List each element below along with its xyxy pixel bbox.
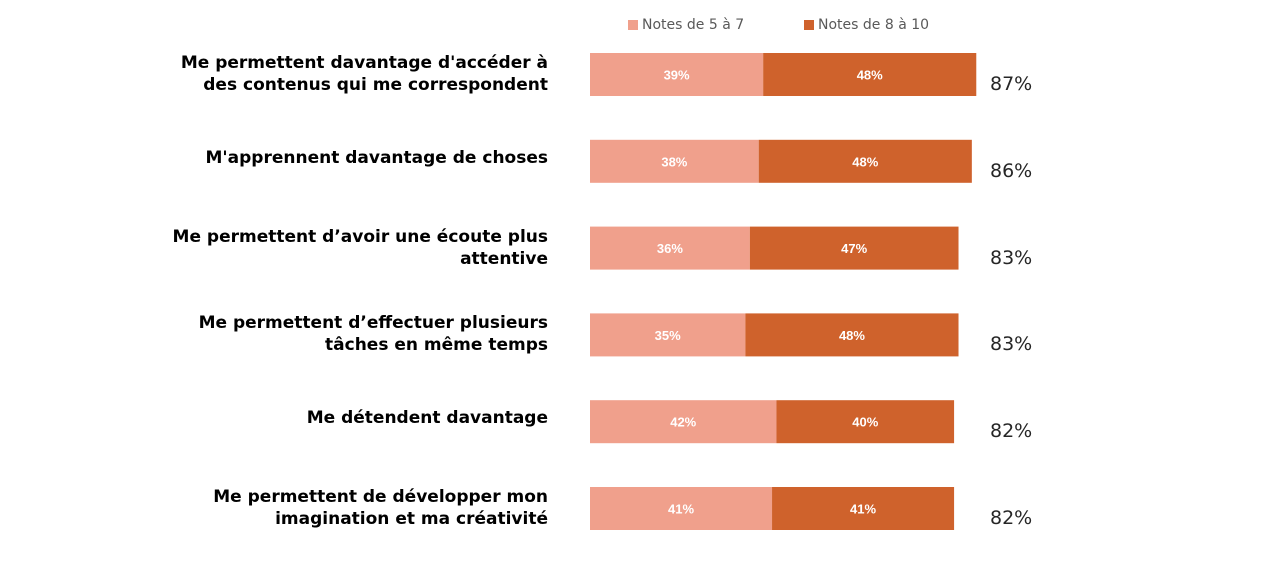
legend-label-notes-8-10: Notes de 8 à 10 (818, 17, 930, 33)
total-label: 83% (990, 246, 1033, 269)
total-label: 82% (990, 507, 1033, 529)
category-label-line: Me permettent de développer mon (213, 487, 548, 507)
bar-segment-notes-5-7 (590, 139, 759, 183)
bar-data-label: 47% (841, 241, 867, 256)
category-label: M'apprennent davantage de choses (148, 147, 548, 169)
category-label: Me détendent davantage (148, 407, 548, 429)
total-label: 87% (990, 73, 1033, 95)
legend-item-notes-5-7: Notes de 5 à 7 (628, 17, 804, 33)
bar-segment-notes-8-10 (772, 487, 955, 530)
bar-data-label: 39% (664, 68, 690, 83)
category-label-line: imagination et ma créativité (275, 509, 548, 529)
legend-item-notes-8-10: Notes de 8 à 10 (804, 17, 980, 33)
category-label: Me permettent davantage d'accéder à des c… (148, 52, 548, 96)
bar-segment-notes-8-10 (763, 53, 977, 96)
total-label: 82% (990, 420, 1033, 443)
bar-data-label: 35% (655, 328, 681, 343)
category-label-line: M'apprennent davantage de choses (205, 147, 548, 168)
bar-data-label: 41% (668, 502, 694, 517)
category-label-line: attentive (460, 248, 548, 269)
category-label-line: Me permettent davantage d'accéder à (180, 53, 548, 73)
category-label: Me permettent d’effectuer plusieurs tâche… (148, 312, 548, 356)
bar-segment-notes-8-10 (758, 139, 972, 183)
category-label-line: Me détendent davantage (306, 408, 548, 429)
bar-segment-notes-5-7 (590, 487, 773, 530)
chart-legend: Notes de 5 à 7 Notes de 8 à 10 (628, 17, 980, 33)
bar-segment-notes-5-7 (590, 313, 746, 357)
category-label-line: tâches en même temps (325, 335, 548, 356)
bar-segment-notes-5-7 (590, 226, 750, 270)
category-label-line: des contenus qui me correspondent (203, 75, 548, 95)
legend-label-notes-5-7: Notes de 5 à 7 (642, 17, 745, 33)
category-label: Me permettent de développer mon imaginati… (148, 486, 548, 530)
bar-segment-notes-5-7 (590, 53, 764, 96)
bar-segment-notes-5-7 (590, 400, 777, 444)
bar-segment-notes-8-10 (745, 313, 959, 357)
bar-data-label: 38% (661, 154, 687, 169)
bar-data-label: 48% (852, 154, 878, 169)
total-label: 86% (990, 159, 1033, 182)
legend-swatch-notes-8-10 (804, 20, 814, 30)
bar-segment-notes-8-10 (776, 400, 955, 444)
category-label-line: Me permettent d’effectuer plusieurs (198, 313, 548, 334)
total-label: 83% (990, 333, 1033, 356)
category-label: Me permettent d’avoir une écoute plus att… (148, 226, 548, 270)
bar-data-label: 42% (670, 415, 696, 430)
legend-swatch-notes-5-7 (628, 20, 638, 30)
bar-data-label: 40% (852, 415, 878, 430)
bar-segment-notes-8-10 (749, 226, 959, 270)
category-label-line: Me permettent d’avoir une écoute plus (172, 226, 548, 247)
bar-data-label: 48% (839, 328, 865, 343)
bar-data-label: 41% (850, 502, 876, 517)
bar-data-label: 48% (857, 68, 883, 83)
bar-data-label: 36% (657, 241, 683, 256)
